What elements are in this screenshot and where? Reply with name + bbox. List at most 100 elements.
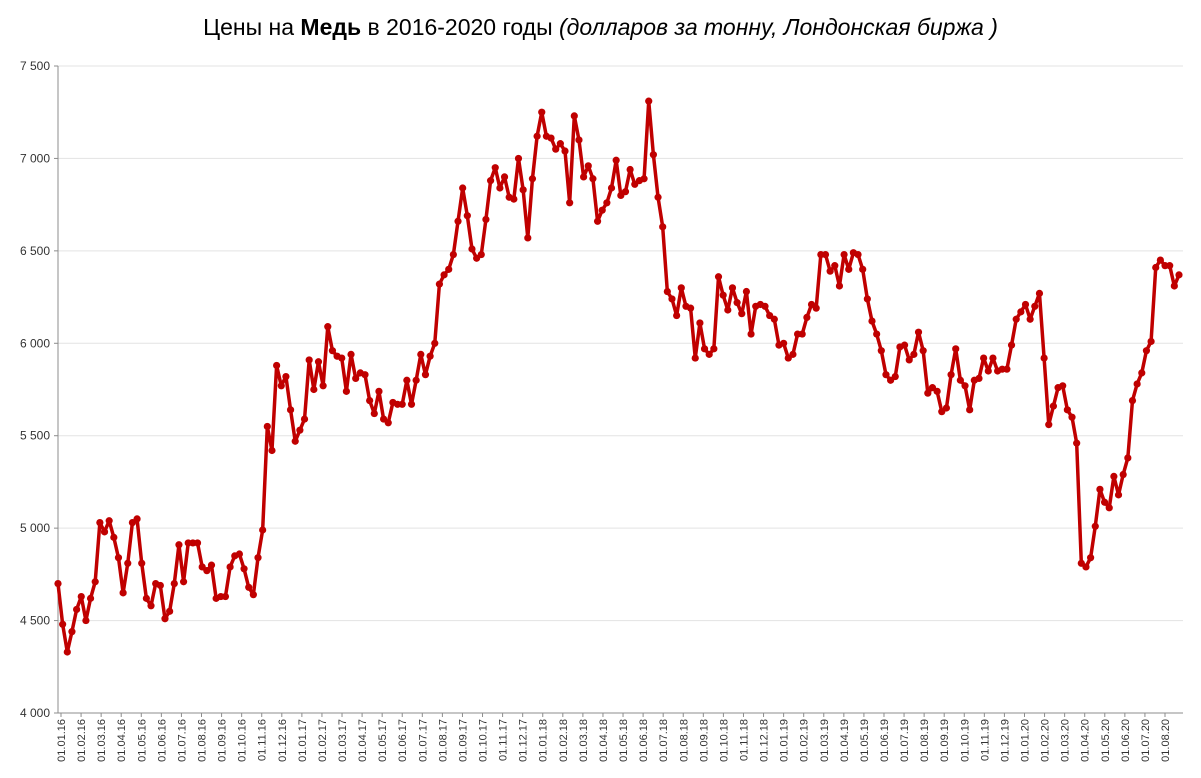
data-point — [352, 374, 360, 383]
data-point — [319, 382, 327, 390]
x-tick-label: 01.09.16 — [217, 719, 229, 762]
x-tick-label: 01.04.18 — [598, 719, 610, 762]
x-tick-label: 01.11.18 — [738, 719, 750, 761]
data-point — [980, 354, 988, 362]
data-point — [86, 594, 95, 602]
data-point — [421, 371, 430, 379]
x-tick-label: 01.05.20 — [1100, 719, 1112, 762]
data-point — [1156, 256, 1164, 264]
x-tick-label: 01.05.16 — [136, 719, 148, 762]
data-point — [598, 206, 606, 214]
x-tick-label: 01.03.19 — [819, 719, 831, 762]
data-point — [221, 592, 230, 601]
x-tick-label: 01.05.17 — [377, 719, 389, 762]
data-point — [835, 282, 844, 290]
x-tick-label: 01.06.19 — [879, 719, 891, 762]
data-point — [156, 581, 164, 590]
data-point — [705, 350, 713, 358]
data-point — [486, 177, 495, 185]
data-point — [566, 199, 574, 207]
data-point — [63, 648, 71, 656]
data-point — [593, 217, 602, 225]
data-point — [984, 367, 992, 375]
data-point — [724, 306, 732, 314]
data-point — [524, 234, 532, 242]
data-point — [863, 295, 871, 303]
x-tick-label: 01.11.16 — [257, 719, 269, 761]
data-point — [552, 145, 560, 153]
data-point — [482, 215, 490, 224]
data-point — [561, 147, 569, 155]
data-point — [273, 361, 281, 370]
data-point — [947, 371, 955, 379]
x-tick-label: 01.08.19 — [919, 719, 931, 762]
data-point — [82, 616, 90, 625]
data-point — [1049, 402, 1058, 410]
data-point — [426, 352, 434, 360]
data-point — [1170, 282, 1178, 290]
data-point — [133, 515, 141, 523]
x-tick-label: 01.07.18 — [658, 719, 670, 762]
data-point — [854, 250, 862, 259]
data-point — [1045, 421, 1053, 429]
x-tick-label: 01.12.16 — [277, 719, 289, 762]
x-tick-label: 01.04.17 — [357, 719, 369, 762]
data-point — [900, 341, 909, 349]
data-point — [431, 339, 439, 347]
data-point — [1012, 315, 1020, 323]
x-tick-label: 01.08.16 — [197, 719, 209, 762]
data-point — [514, 154, 523, 163]
data-point — [375, 387, 383, 395]
data-point — [831, 262, 839, 270]
data-point — [1040, 354, 1048, 362]
data-point — [989, 354, 997, 362]
data-point — [147, 602, 155, 610]
data-point — [747, 330, 755, 338]
data-point — [589, 175, 597, 183]
x-tick-label: 01.02.19 — [799, 719, 811, 762]
data-point — [677, 284, 685, 292]
data-point — [324, 323, 332, 331]
x-tick-label: 01.01.20 — [1019, 719, 1031, 762]
data-point — [1124, 454, 1132, 462]
data-point — [933, 387, 941, 395]
data-point — [300, 415, 309, 423]
x-axis-tick-labels: 01.01.16 01.02.16 01.03.16 01.04.16 01.05.16… — [56, 719, 1172, 762]
data-point — [691, 354, 699, 362]
data-point — [291, 437, 299, 445]
x-tick-label: 01.11.19 — [979, 719, 991, 761]
data-point — [459, 184, 467, 192]
data-point — [640, 175, 648, 183]
data-point — [1100, 498, 1109, 506]
x-tick-label: 01.01.16 — [56, 719, 68, 762]
data-point — [1175, 271, 1183, 279]
data-point — [868, 317, 876, 325]
x-tick-label: 01.05.18 — [618, 719, 630, 762]
x-tick-label: 01.12.19 — [999, 719, 1011, 762]
data-point — [873, 330, 881, 338]
data-point — [780, 339, 788, 347]
data-point — [659, 223, 667, 231]
data-point — [161, 615, 169, 623]
data-point — [398, 400, 406, 408]
data-point — [924, 389, 932, 397]
data-point — [54, 580, 62, 588]
data-point — [570, 112, 578, 120]
data-point — [268, 446, 276, 455]
data-point — [738, 310, 746, 318]
data-point — [528, 175, 537, 183]
data-point — [445, 265, 453, 273]
data-point — [812, 304, 820, 312]
data-point — [454, 217, 462, 225]
data-point — [882, 371, 890, 379]
data-point — [1073, 439, 1081, 447]
data-point — [607, 184, 616, 192]
data-point — [1133, 380, 1141, 388]
data-point — [877, 347, 885, 355]
x-tick-label: 01.03.18 — [578, 719, 590, 762]
axes — [54, 65, 1183, 717]
data-point — [770, 315, 778, 323]
data-point — [840, 250, 848, 259]
data-point — [124, 559, 132, 567]
